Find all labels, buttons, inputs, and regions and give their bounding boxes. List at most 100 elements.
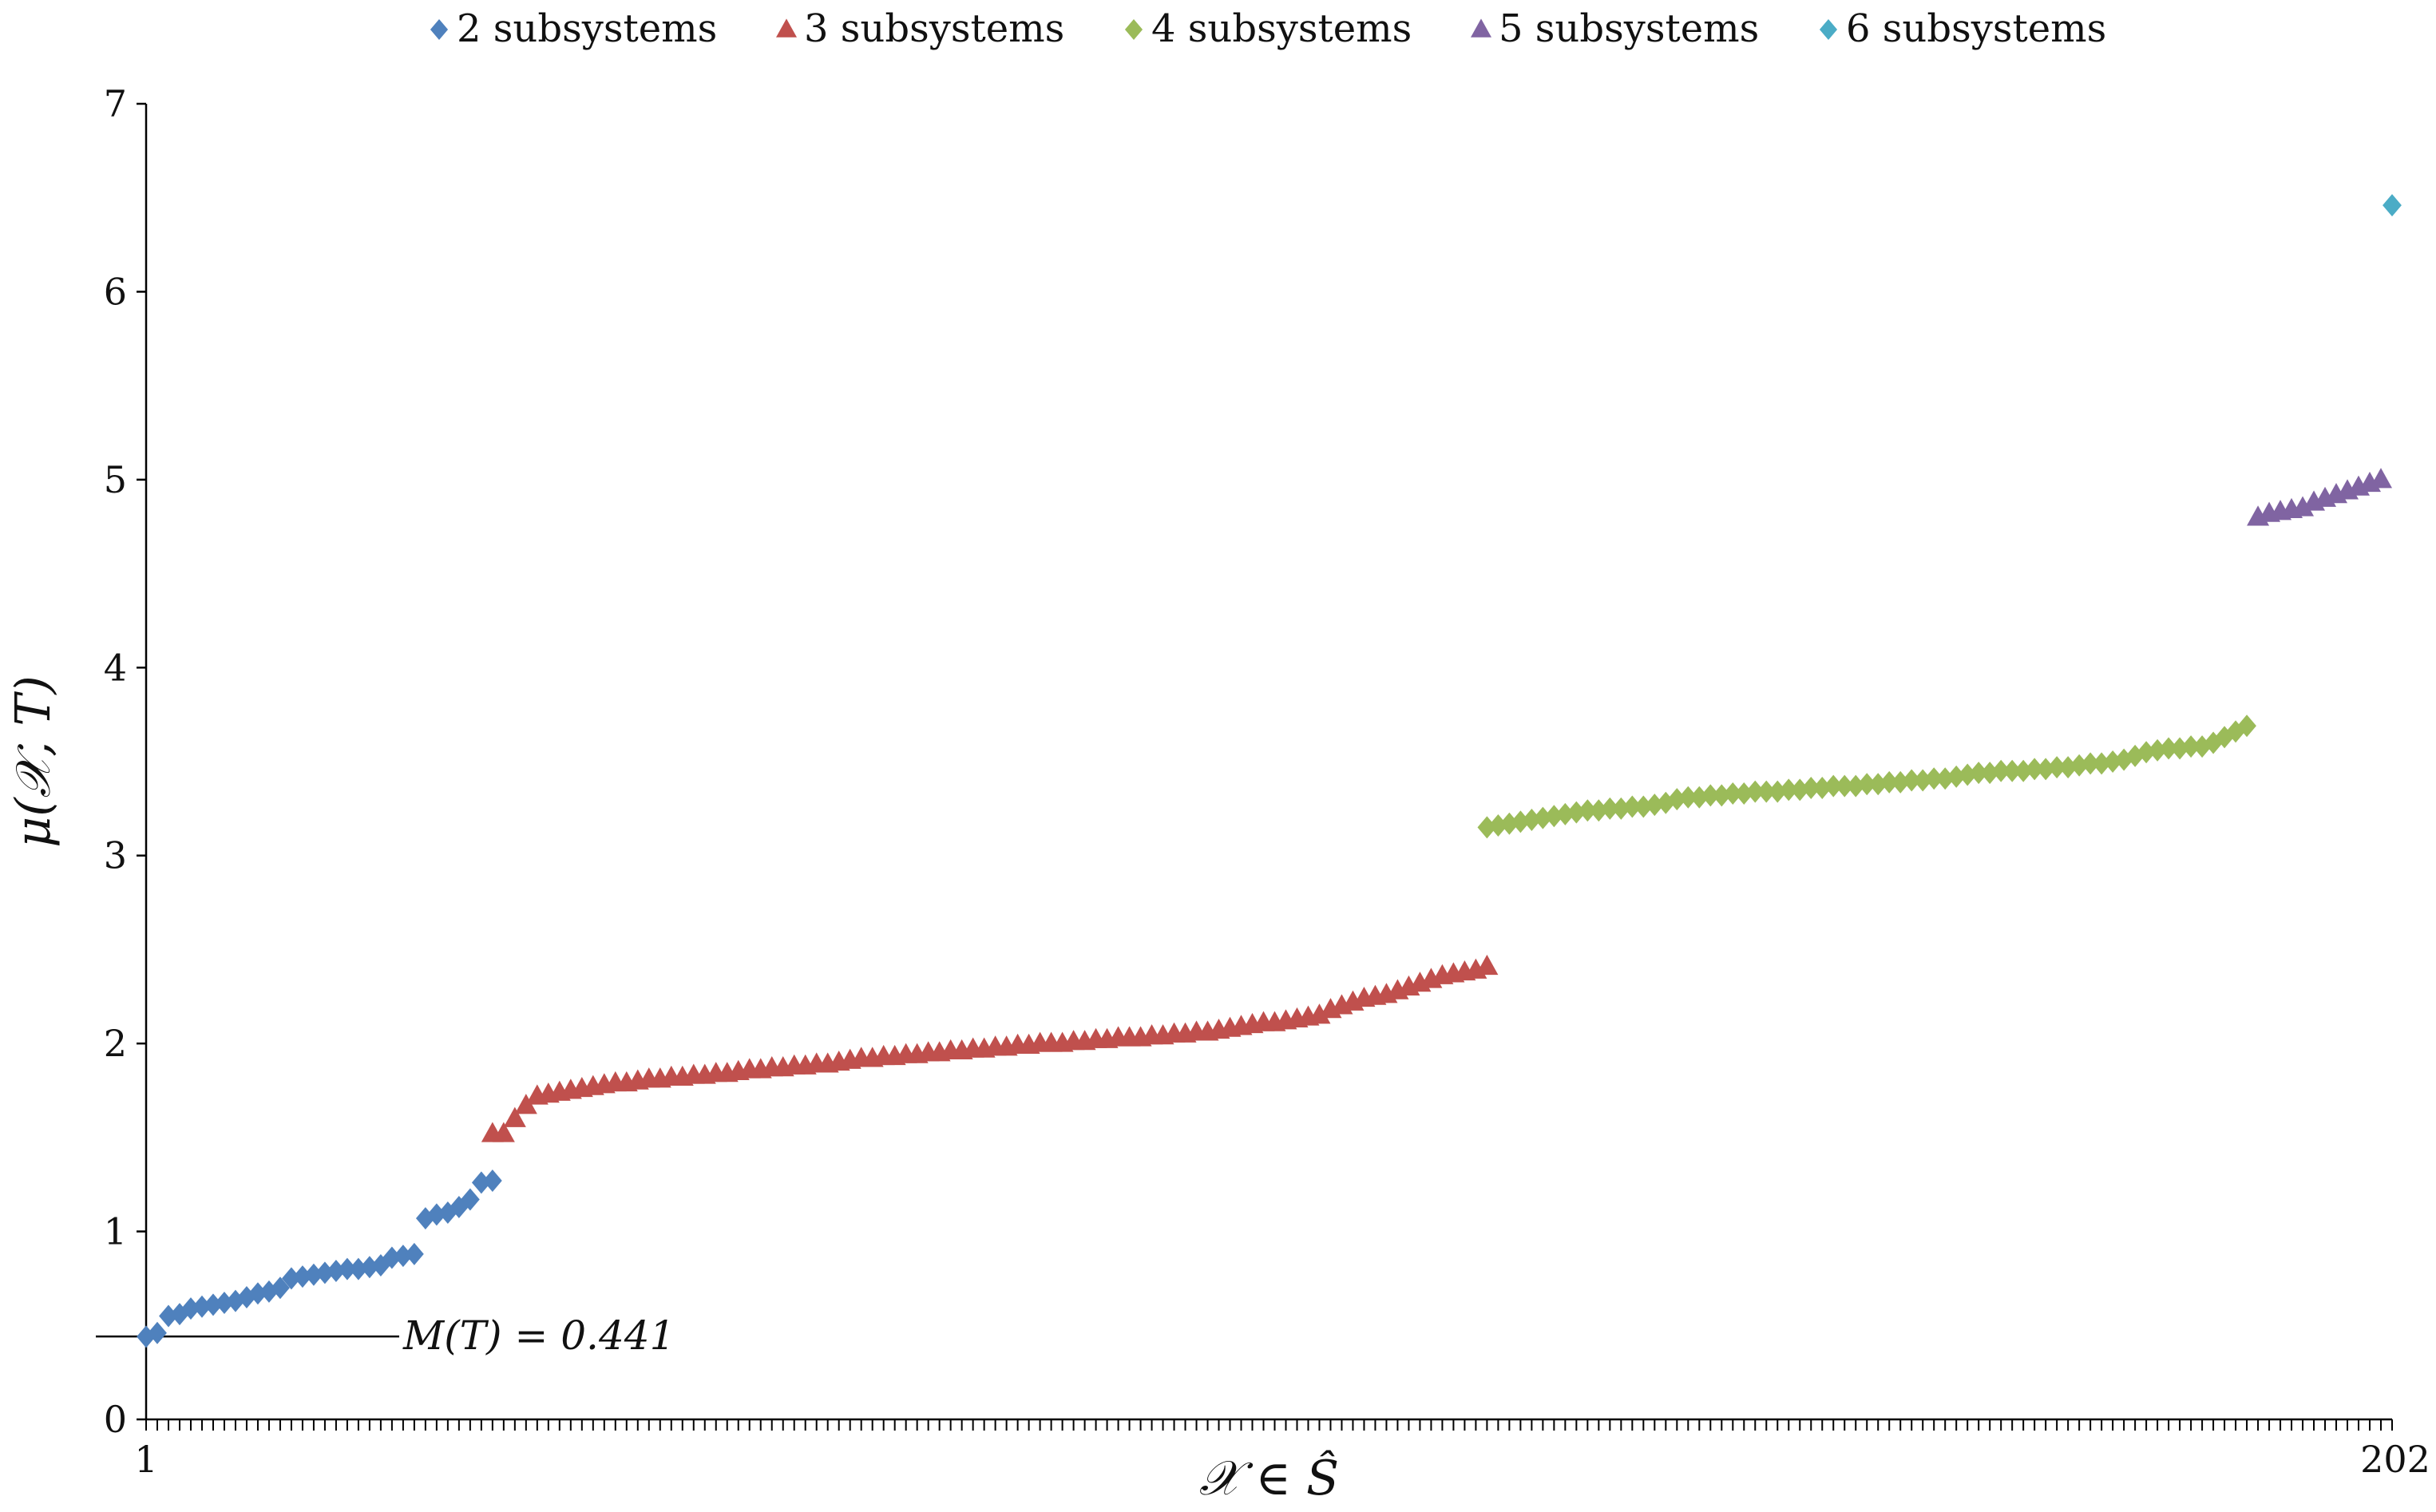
data-point bbox=[1824, 774, 1844, 798]
data-point bbox=[514, 1094, 537, 1114]
data-point bbox=[482, 1170, 502, 1193]
x-axis: 1 202 bbox=[134, 1418, 2430, 1481]
data-point bbox=[1567, 801, 1586, 824]
data-point bbox=[192, 1295, 212, 1318]
data-point bbox=[404, 1242, 424, 1265]
data-point bbox=[1712, 784, 1732, 807]
data-point bbox=[503, 1106, 526, 1127]
data-point bbox=[293, 1265, 312, 1288]
data-point bbox=[1958, 763, 1978, 786]
data-point bbox=[1308, 1003, 1331, 1024]
data-point bbox=[1555, 802, 1575, 825]
data-point bbox=[181, 1297, 200, 1320]
data-point bbox=[282, 1267, 301, 1290]
y-tick-label: 2 bbox=[104, 1022, 127, 1065]
data-points bbox=[137, 194, 2402, 1348]
data-point bbox=[1745, 780, 1765, 803]
data-point bbox=[492, 1122, 515, 1142]
data-point bbox=[1488, 814, 1508, 837]
data-point bbox=[1835, 774, 1855, 798]
data-point bbox=[1913, 769, 1933, 792]
data-point bbox=[1857, 773, 1877, 796]
data-point bbox=[2025, 758, 2045, 781]
data-point bbox=[1678, 786, 1698, 809]
data-point bbox=[2383, 194, 2402, 217]
data-point bbox=[159, 1304, 178, 1328]
data-point bbox=[1891, 770, 1911, 794]
x-tick-label-start: 1 bbox=[134, 1438, 157, 1481]
legend-label: 6 subsystems bbox=[1846, 6, 2106, 51]
data-point bbox=[1801, 776, 1821, 799]
data-point bbox=[1935, 767, 1955, 790]
data-point bbox=[1734, 782, 1754, 805]
data-point bbox=[1846, 774, 1866, 798]
data-point bbox=[1790, 778, 1810, 802]
y-tick-label: 5 bbox=[104, 458, 127, 501]
data-point bbox=[1868, 773, 1888, 796]
data-point bbox=[2070, 754, 2089, 777]
data-point bbox=[1723, 782, 1743, 805]
legend-marker bbox=[776, 18, 797, 38]
data-point bbox=[2137, 741, 2157, 764]
series-5-subsystems bbox=[2247, 468, 2393, 526]
data-point bbox=[1667, 788, 1687, 811]
y-axis: 0 1 2 3 4 5 6 7 bbox=[104, 82, 148, 1441]
data-point bbox=[1533, 806, 1553, 829]
data-point bbox=[2047, 756, 2067, 779]
data-point bbox=[2014, 759, 2034, 782]
legend-marker bbox=[1819, 19, 1838, 40]
y-tick-label: 1 bbox=[104, 1210, 127, 1253]
data-point bbox=[460, 1188, 480, 1211]
x-tick-label-end: 202 bbox=[2360, 1438, 2430, 1481]
data-point bbox=[2058, 756, 2078, 779]
y-tick-label: 0 bbox=[104, 1398, 127, 1441]
data-point bbox=[393, 1245, 413, 1268]
data-point bbox=[471, 1171, 491, 1194]
data-point bbox=[338, 1257, 357, 1280]
data-point bbox=[1499, 812, 1519, 835]
legend-marker bbox=[1471, 18, 1491, 38]
y-tick-label: 3 bbox=[104, 834, 127, 877]
data-point bbox=[2226, 720, 2245, 743]
data-point bbox=[2159, 737, 2178, 760]
series-4-subsystems bbox=[1477, 714, 2256, 839]
data-point bbox=[1589, 799, 1609, 822]
data-point bbox=[2092, 752, 2112, 775]
data-point bbox=[360, 1256, 379, 1279]
data-point bbox=[2036, 758, 2056, 781]
series-3-subsystems bbox=[481, 954, 1499, 1142]
data-point bbox=[1980, 762, 2000, 785]
data-point bbox=[1947, 765, 1967, 788]
data-point bbox=[248, 1282, 267, 1305]
series-6-subsystems bbox=[2383, 194, 2402, 217]
threshold-label: M(T) = 0.441 bbox=[402, 1312, 675, 1359]
data-point bbox=[304, 1263, 323, 1286]
data-point bbox=[1475, 954, 1499, 976]
data-point bbox=[1645, 794, 1665, 817]
data-point bbox=[271, 1276, 290, 1300]
data-point bbox=[2148, 738, 2168, 762]
data-point bbox=[327, 1260, 346, 1283]
data-point bbox=[1812, 776, 1832, 799]
y-tick-label: 7 bbox=[104, 82, 127, 125]
y-axis-label: μ(𝒳, T) bbox=[6, 675, 61, 848]
data-point bbox=[1701, 784, 1721, 807]
data-point bbox=[1634, 795, 1654, 818]
data-point bbox=[1969, 762, 1989, 785]
y-tick-label: 4 bbox=[104, 646, 127, 689]
data-point bbox=[1622, 795, 1642, 818]
data-point bbox=[1779, 778, 1799, 802]
data-point bbox=[1879, 770, 1899, 794]
legend-marker bbox=[1124, 19, 1143, 40]
data-point bbox=[148, 1321, 167, 1344]
legend-label: 4 subsystems bbox=[1151, 6, 1412, 51]
data-point bbox=[2081, 752, 2101, 775]
legend: 2 subsystems 3 subsystems 4 subsystems 5 su… bbox=[430, 6, 2106, 51]
data-point bbox=[1757, 780, 1776, 803]
data-point bbox=[349, 1257, 368, 1280]
data-point bbox=[2181, 735, 2200, 758]
data-point bbox=[2103, 750, 2123, 773]
data-point bbox=[1511, 810, 1531, 833]
x-axis-label: 𝒳 ∈ Ŝ bbox=[1199, 1449, 1339, 1506]
